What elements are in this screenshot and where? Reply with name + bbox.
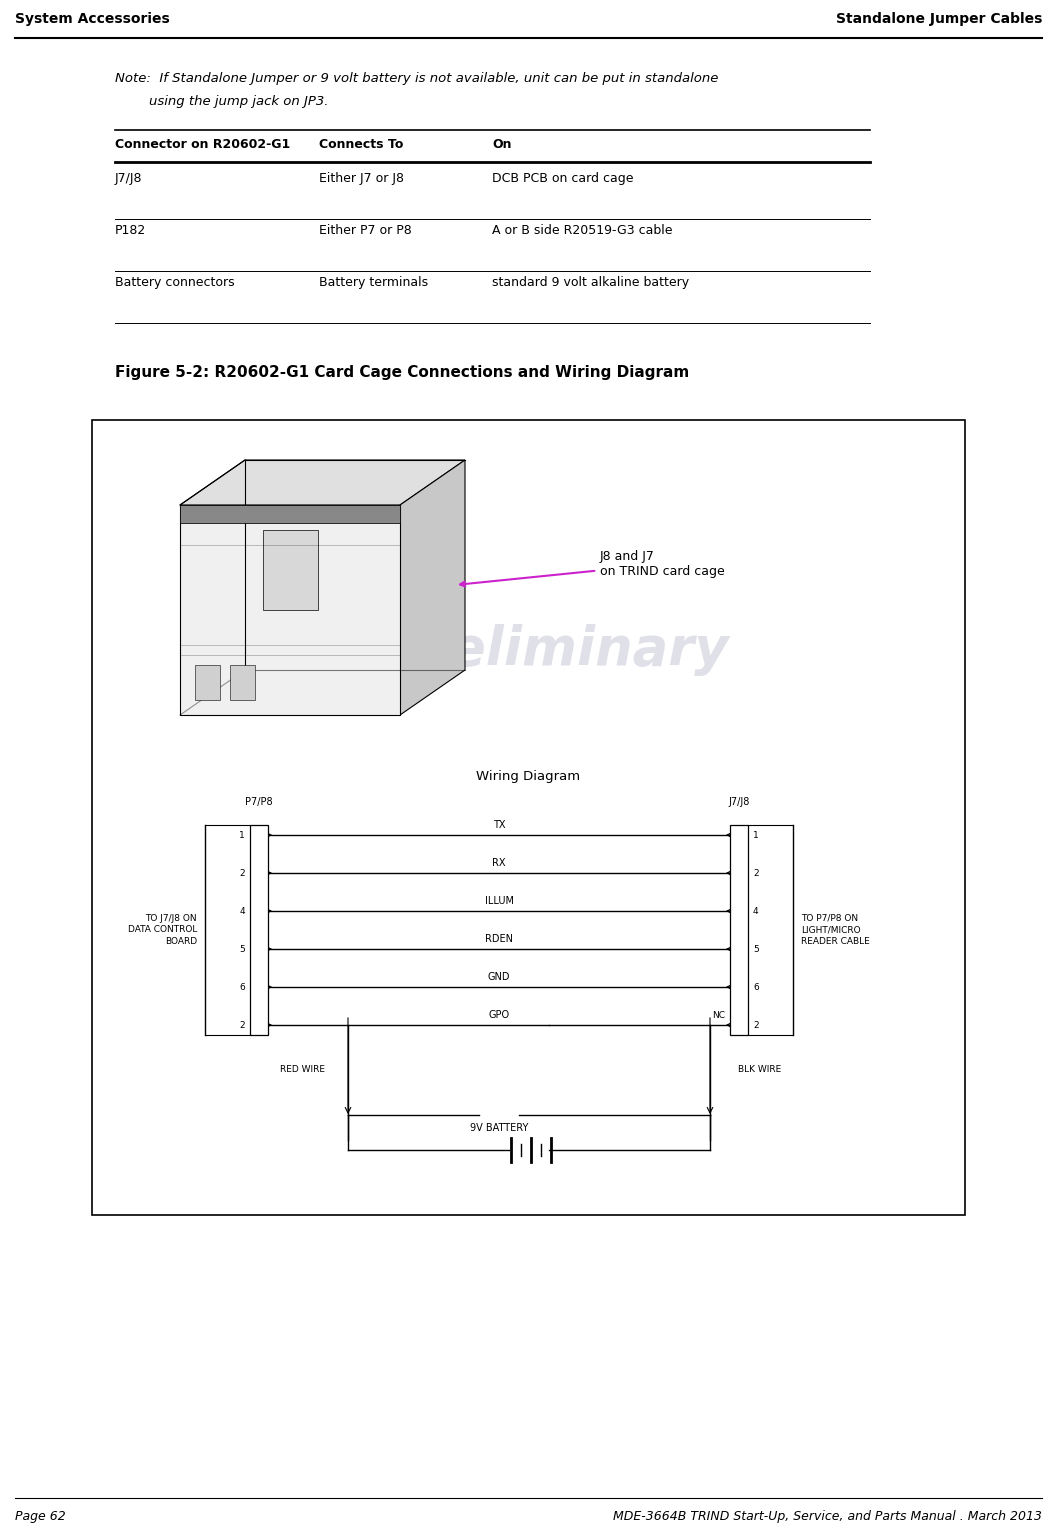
Text: J8 and J7
on TRIND card cage: J8 and J7 on TRIND card cage: [460, 550, 725, 586]
Text: 2: 2: [239, 868, 245, 877]
Text: RED WIRE: RED WIRE: [280, 1066, 326, 1075]
Text: Figure 5-2: R20602-G1 Card Cage Connections and Wiring Diagram: Figure 5-2: R20602-G1 Card Cage Connecti…: [115, 364, 689, 380]
Text: GND: GND: [487, 972, 511, 981]
Text: Note:  If Standalone Jumper or 9 volt battery is not available, unit can be put : Note: If Standalone Jumper or 9 volt bat…: [115, 72, 719, 86]
Text: Connector on R20602-G1: Connector on R20602-G1: [115, 138, 291, 152]
Text: Either J7 or J8: Either J7 or J8: [319, 171, 404, 185]
Bar: [730, 825, 748, 1035]
Text: 5: 5: [753, 945, 759, 954]
Text: Battery connectors: Battery connectors: [115, 276, 235, 289]
Text: Page 62: Page 62: [15, 1510, 66, 1523]
Text: Wiring Diagram: Wiring Diagram: [477, 770, 580, 782]
Text: Preliminary: Preliminary: [388, 625, 729, 677]
Text: Either P7 or P8: Either P7 or P8: [319, 224, 411, 237]
Text: BLK WIRE: BLK WIRE: [739, 1066, 781, 1075]
Text: using the jump jack on JP3.: using the jump jack on JP3.: [115, 95, 329, 109]
Text: 4: 4: [753, 906, 759, 916]
Text: System Accessories: System Accessories: [15, 12, 170, 26]
Bar: [92, 419, 965, 1216]
Text: ILLUM: ILLUM: [484, 896, 514, 906]
Text: Battery terminals: Battery terminals: [319, 276, 428, 289]
Text: P182: P182: [115, 224, 146, 237]
Text: NC: NC: [712, 1010, 725, 1020]
Bar: [251, 825, 268, 1035]
Text: Standalone Jumper Cables: Standalone Jumper Cables: [836, 12, 1042, 26]
Text: RDEN: RDEN: [485, 934, 513, 945]
Text: MDE-3664B TRIND Start-Up, Service, and Parts Manual . March 2013: MDE-3664B TRIND Start-Up, Service, and P…: [613, 1510, 1042, 1523]
Text: J7/J8: J7/J8: [115, 171, 143, 185]
Text: J7/J8: J7/J8: [728, 798, 749, 807]
Text: On: On: [493, 138, 512, 152]
Bar: [194, 664, 220, 700]
Text: 9V BATTERY: 9V BATTERY: [469, 1124, 528, 1133]
Bar: [230, 664, 255, 700]
Text: 2: 2: [753, 868, 759, 877]
Text: 4: 4: [239, 906, 245, 916]
Text: DCB PCB on card cage: DCB PCB on card cage: [493, 171, 634, 185]
Text: 2: 2: [239, 1021, 245, 1029]
Text: standard 9 volt alkaline battery: standard 9 volt alkaline battery: [493, 276, 689, 289]
Text: 6: 6: [239, 983, 245, 992]
Text: RX: RX: [493, 857, 505, 868]
Text: TX: TX: [493, 821, 505, 830]
Text: A or B side R20519-G3 cable: A or B side R20519-G3 cable: [493, 224, 673, 237]
Bar: [263, 530, 318, 609]
Text: TO J7/J8 ON
DATA CONTROL
BOARD: TO J7/J8 ON DATA CONTROL BOARD: [128, 914, 197, 946]
Text: 1: 1: [239, 830, 245, 839]
Bar: [180, 505, 400, 524]
Polygon shape: [180, 459, 465, 505]
Text: 6: 6: [753, 983, 759, 992]
Text: Connects To: Connects To: [319, 138, 403, 152]
Bar: [180, 505, 400, 715]
Text: P7/P8: P7/P8: [245, 798, 273, 807]
Text: 5: 5: [239, 945, 245, 954]
Text: 2: 2: [753, 1021, 759, 1029]
Polygon shape: [400, 459, 465, 715]
Text: 1: 1: [753, 830, 759, 839]
Text: GPO: GPO: [488, 1010, 509, 1020]
Text: TO P7/P8 ON
LIGHT/MICRO
READER CABLE: TO P7/P8 ON LIGHT/MICRO READER CABLE: [801, 914, 870, 946]
